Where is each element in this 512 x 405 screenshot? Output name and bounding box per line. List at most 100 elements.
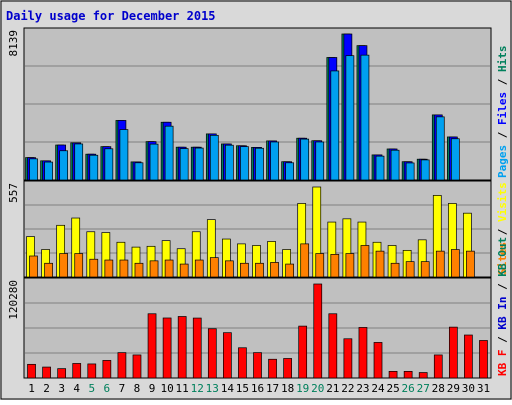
kbytes-bar-day-2 (42, 366, 51, 379)
pages-bar-day-17 (270, 141, 279, 181)
pages-bar-day-29 (450, 138, 460, 181)
kbytes-bar-day-18 (283, 358, 292, 379)
day-label-4: 4 (73, 382, 80, 395)
kbytes-bar-day-31 (479, 340, 488, 379)
day-label-14: 14 (221, 382, 235, 395)
pages-bar-day-11 (179, 148, 189, 181)
pages-bar-day-9 (149, 143, 159, 181)
kbytes-bar-day-10 (162, 317, 172, 379)
kbytes-bar-day-5 (87, 363, 97, 379)
day-label-3: 3 (58, 382, 65, 395)
sites-bar-day-4 (74, 253, 84, 278)
sites-bar-day-11 (179, 263, 189, 278)
kbytes-bar-day-19 (298, 325, 308, 379)
visits-sites-legend: Sites / Visits (496, 182, 509, 275)
kbytes-bar-day-23 (358, 327, 368, 379)
kbytes-bar-day-14 (223, 332, 232, 379)
sites-bar-day-23 (360, 245, 370, 278)
pages-bar-day-1 (29, 158, 38, 181)
day-label-1: 1 (28, 382, 35, 395)
sites-bar-day-1 (29, 255, 38, 278)
day-label-17: 17 (266, 382, 279, 395)
kbytes-bar-day-9 (147, 313, 157, 379)
hits-files-pages-legend-item-2: Files (496, 92, 509, 125)
day-label-10: 10 (160, 382, 173, 395)
kbytes-bar-day-26 (403, 371, 413, 379)
sites-bar-day-19 (300, 243, 310, 278)
hits-files-pages-ymax-label: 8139 (7, 30, 20, 57)
day-label-5: 5 (88, 382, 95, 395)
kbytes-legend: KB F / KB In / KB Out (496, 237, 509, 376)
kbytes-bar-day-28 (433, 354, 443, 379)
visits-sites-legend-item-1: / (496, 222, 509, 242)
day-label-30: 30 (462, 382, 475, 395)
sites-bar-day-2 (44, 262, 53, 278)
pages-bar-day-5 (89, 154, 99, 181)
day-label-16: 16 (251, 382, 264, 395)
hits-files-pages-legend-item-0: Pages (496, 145, 509, 178)
pages-bar-day-14 (225, 144, 234, 181)
kbytes-bar-day-8 (132, 354, 142, 379)
sites-bar-day-21 (330, 254, 340, 278)
kbytes-bar-day-12 (192, 317, 202, 379)
day-label-18: 18 (281, 382, 294, 395)
day-label-24: 24 (371, 382, 385, 395)
pages-bar-day-2 (44, 161, 53, 181)
sites-bar-day-20 (315, 253, 325, 278)
pages-bar-day-8 (134, 162, 144, 181)
day-label-13: 13 (206, 382, 219, 395)
hits-files-pages-legend: Pages / Files / Hits (496, 46, 509, 179)
visits-sites-ymax-label: 557 (7, 183, 20, 203)
day-label-21: 21 (326, 382, 339, 395)
pages-bar-day-3 (59, 150, 69, 181)
pages-bar-day-21 (330, 70, 340, 181)
kbytes-bar-day-6 (102, 360, 112, 379)
visits-sites-panel: 557 Sites / Visits (7, 180, 509, 278)
pages-bar-day-12 (194, 147, 204, 181)
hits-files-pages-legend-item-3: / (496, 72, 509, 92)
pages-bar-day-27 (420, 159, 430, 181)
hits-files-pages-legend-item-4: Hits (496, 46, 509, 73)
day-label-23: 23 (356, 382, 369, 395)
day-label-8: 8 (134, 382, 141, 395)
kbytes-bar-day-1 (27, 363, 36, 379)
day-label-26: 26 (402, 382, 415, 395)
pages-bar-day-18 (285, 162, 294, 181)
sites-bar-day-27 (420, 261, 430, 278)
day-label-29: 29 (447, 382, 460, 395)
day-label-7: 7 (119, 382, 126, 395)
pages-bar-day-23 (360, 54, 370, 181)
day-label-2: 2 (43, 382, 50, 395)
day-label-6: 6 (104, 382, 111, 395)
kbytes-bar-day-24 (373, 342, 383, 379)
kbytes-ymax-label: 120280 (7, 280, 20, 320)
sites-bar-day-18 (285, 263, 294, 278)
kbytes-legend-item-3: / (496, 277, 509, 297)
kbytes-bar-day-7 (117, 352, 127, 379)
sites-bar-day-17 (270, 262, 279, 278)
visits-sites-legend-item-2: Visits (496, 182, 509, 222)
pages-bar-day-7 (119, 129, 129, 181)
pages-bar-day-22 (345, 55, 355, 181)
pages-bar-day-19 (300, 138, 310, 181)
pages-bar-day-10 (164, 125, 174, 181)
sites-bar-day-12 (194, 259, 204, 278)
day-label-25: 25 (386, 382, 399, 395)
pages-bar-day-28 (435, 116, 445, 181)
sites-bar-day-13 (209, 257, 219, 278)
kbytes-panel: 120280 KB F / KB In / KB Out (7, 237, 509, 379)
pages-bar-day-20 (315, 141, 325, 181)
sites-bar-day-9 (149, 260, 159, 278)
day-label-31: 31 (477, 382, 490, 395)
kbytes-bar-day-25 (388, 371, 398, 379)
sites-bar-day-7 (119, 259, 129, 278)
day-label-15: 15 (236, 382, 249, 395)
sites-bar-day-29 (450, 249, 460, 278)
chart-title: Daily usage for December 2015 (6, 9, 216, 23)
kbytes-bar-day-21 (328, 313, 338, 379)
pages-bar-day-15 (240, 146, 249, 181)
kbytes-bar-day-11 (177, 316, 187, 379)
day-label-28: 28 (432, 382, 445, 395)
